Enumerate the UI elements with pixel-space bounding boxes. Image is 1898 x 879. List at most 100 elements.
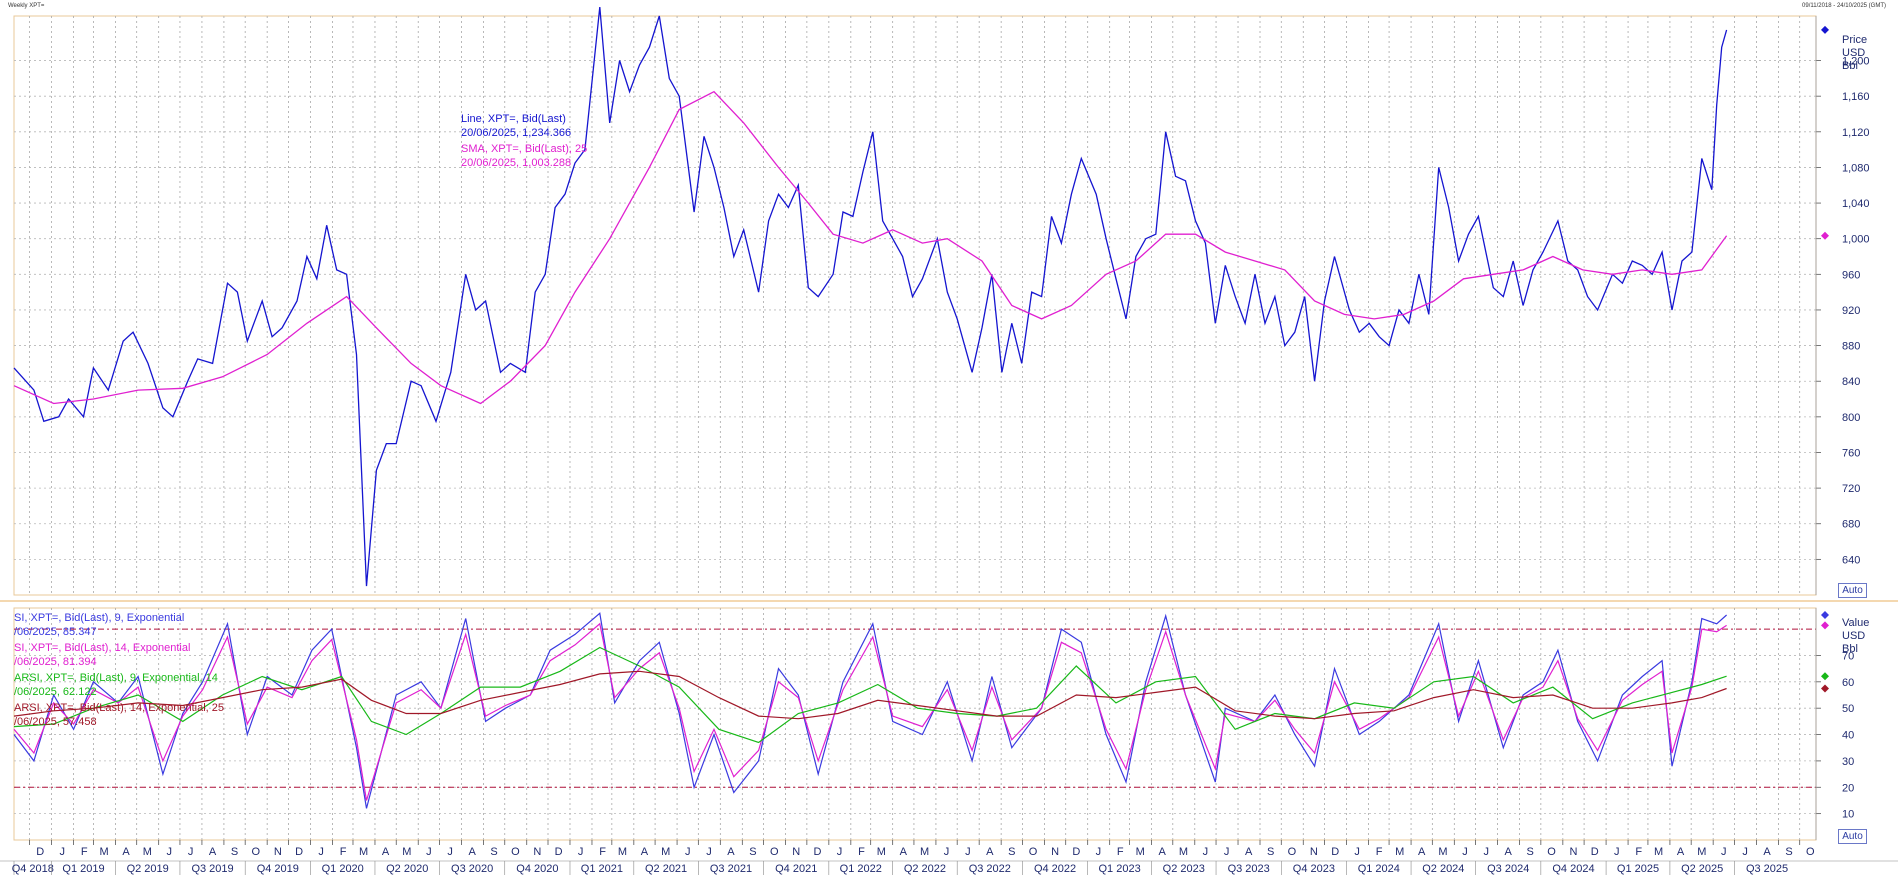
- quarter-tick-label: Q2 2022: [904, 863, 946, 875]
- rsi-legend-value: /06/2025, 81.394: [14, 656, 97, 668]
- month-tick-label: J: [318, 846, 324, 858]
- rsi-legend-name: SI, XPT=, Bid(Last), 14, Exponential: [14, 642, 190, 654]
- rsi-tick-label: 10: [1842, 809, 1854, 821]
- month-tick-label: J: [1483, 846, 1489, 858]
- month-tick-label: J: [578, 846, 584, 858]
- month-tick-label: S: [749, 846, 756, 858]
- quarter-tick-label: Q4 2022: [1034, 863, 1076, 875]
- price-tick-label: 1,200: [1842, 56, 1870, 68]
- month-tick-label: A: [900, 846, 908, 858]
- month-tick-label: M: [1179, 846, 1188, 858]
- month-tick-label: O: [1806, 846, 1815, 858]
- month-tick-label: A: [1763, 846, 1771, 858]
- price-legend-value: 20/06/2025, 1,003.288: [461, 157, 571, 169]
- month-tick-label: A: [1418, 846, 1426, 858]
- price-tick-label: 1,160: [1842, 91, 1870, 103]
- price-tick-label: 840: [1842, 376, 1860, 388]
- price-tick-label: 1,000: [1842, 234, 1870, 246]
- quarter-tick-label: Q4 2023: [1293, 863, 1335, 875]
- month-tick-label: A: [382, 846, 390, 858]
- price-tick-label: 760: [1842, 447, 1860, 459]
- month-tick-label: F: [340, 846, 347, 858]
- month-tick-label: D: [1591, 846, 1599, 858]
- month-tick-label: D: [555, 846, 563, 858]
- month-tick-label: M: [1697, 846, 1706, 858]
- month-tick-label: M: [1395, 846, 1404, 858]
- rsi-legend-value: /06/2025, 85.347: [14, 626, 97, 638]
- month-tick-label: J: [706, 846, 712, 858]
- rsi-tick-label: 50: [1842, 703, 1854, 715]
- month-tick-label: J: [426, 846, 432, 858]
- month-tick-label: J: [447, 846, 453, 858]
- rsi-auto-button[interactable]: Auto: [1838, 829, 1867, 844]
- quarter-tick-label: Q3 2022: [969, 863, 1011, 875]
- month-tick-label: M: [359, 846, 368, 858]
- quarter-tick-label: Q2 2025: [1681, 863, 1723, 875]
- rsi-unit-label: Bbl: [1842, 643, 1858, 655]
- price-tick-label: 880: [1842, 341, 1860, 353]
- month-tick-label: J: [59, 846, 65, 858]
- month-tick-label: D: [1331, 846, 1339, 858]
- month-tick-label: O: [511, 846, 520, 858]
- price-tick-label: 800: [1842, 412, 1860, 424]
- quarter-tick-label: Q1 2020: [322, 863, 364, 875]
- price-panel-frame: [13, 15, 1817, 596]
- rsi14-line-marker: [1821, 621, 1829, 630]
- month-tick-label: S: [1527, 846, 1534, 858]
- month-tick-label: J: [1462, 846, 1468, 858]
- price-tick-label: 960: [1842, 269, 1860, 281]
- month-tick-label: A: [1677, 846, 1685, 858]
- price-tick-label: 1,120: [1842, 127, 1870, 139]
- price-line-series: [13, 7, 1728, 587]
- rsi-legend-value: /06/2025, 62.122: [14, 686, 97, 698]
- month-tick-label: M: [920, 846, 929, 858]
- price-auto-button[interactable]: Auto: [1838, 583, 1867, 598]
- quarter-tick-label: Q1 2023: [1098, 863, 1140, 875]
- month-tick-label: O: [1547, 846, 1556, 858]
- arsi14-line-marker: [1821, 684, 1829, 693]
- month-tick-label: M: [661, 846, 670, 858]
- month-tick-label: A: [1158, 846, 1166, 858]
- month-tick-label: O: [1288, 846, 1297, 858]
- quarter-tick-label: Q2 2023: [1163, 863, 1205, 875]
- price-tick-label: 1,080: [1842, 162, 1870, 174]
- quarter-tick-label: Q3 2020: [451, 863, 493, 875]
- month-tick-label: M: [1654, 846, 1663, 858]
- quarter-tick-label: Q1 2021: [581, 863, 623, 875]
- month-tick-label: N: [533, 846, 541, 858]
- month-tick-label: J: [965, 846, 971, 858]
- month-tick-label: M: [1136, 846, 1145, 858]
- month-tick-label: A: [727, 846, 735, 858]
- month-tick-label: A: [986, 846, 994, 858]
- rsi9-line-marker: [1821, 610, 1829, 619]
- month-tick-label: J: [1721, 846, 1727, 858]
- arsi9-line-series: [13, 646, 1727, 744]
- month-tick-label: J: [1742, 846, 1748, 858]
- quarter-tick-label: Q4 2019: [257, 863, 299, 875]
- quarter-tick-label: Q3 2024: [1487, 863, 1529, 875]
- price-tick-label: 680: [1842, 519, 1860, 531]
- month-tick-label: M: [877, 846, 886, 858]
- price-unit-label: Bbl: [1842, 60, 1858, 72]
- price-unit-label: USD: [1842, 47, 1865, 59]
- month-tick-label: O: [770, 846, 779, 858]
- price-tick-label: 720: [1842, 483, 1860, 495]
- month-tick-label: J: [188, 846, 194, 858]
- month-tick-label: O: [252, 846, 261, 858]
- rsi-unit-label: USD: [1842, 630, 1865, 642]
- quarter-tick-label: Q4 2018: [12, 863, 54, 875]
- month-tick-label: N: [274, 846, 282, 858]
- month-tick-label: N: [792, 846, 800, 858]
- rsi-legend-name: ARSI, XPT=, Bid(Last), 14, Exponential, …: [14, 702, 224, 714]
- quarter-tick-label: Q1 2019: [62, 863, 104, 875]
- month-tick-label: M: [1438, 846, 1447, 858]
- price-tick-label: 920: [1842, 305, 1860, 317]
- arsi14-line-series: [13, 670, 1727, 720]
- month-tick-label: A: [209, 846, 217, 858]
- month-tick-label: N: [1569, 846, 1577, 858]
- rsi-legend-name: ARSI, XPT=, Bid(Last), 9, Exponential, 1…: [14, 672, 218, 684]
- month-tick-label: S: [231, 846, 238, 858]
- quarter-tick-label: Q2 2019: [127, 863, 169, 875]
- month-tick-label: F: [1117, 846, 1124, 858]
- quarter-tick-label: Q1 2024: [1358, 863, 1400, 875]
